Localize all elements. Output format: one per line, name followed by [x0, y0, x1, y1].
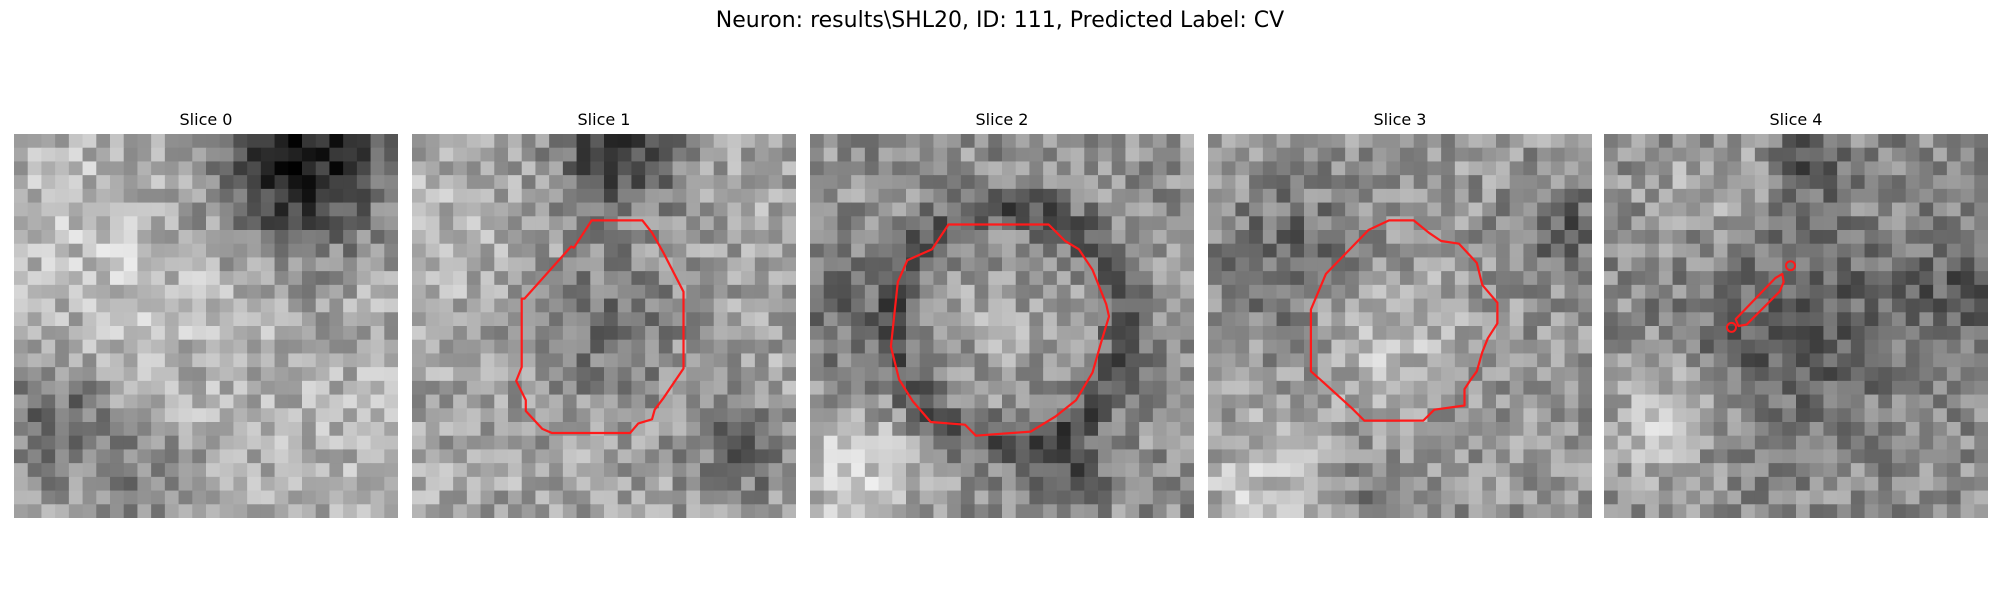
segmentation-contour-dot	[1785, 260, 1796, 272]
slice-title-4: Slice 4	[1769, 110, 1823, 129]
slice-image-4	[1604, 134, 1988, 518]
slice-panel-1: Slice 1	[412, 110, 796, 518]
slice-panel-2: Slice 2	[810, 110, 1194, 518]
slice-title-3: Slice 3	[1373, 110, 1427, 129]
figure-title: Neuron: results\SHL20, ID: 111, Predicte…	[715, 8, 1285, 33]
segmentation-contour-dot	[1726, 321, 1737, 333]
slice-panel-0: Slice 0	[14, 110, 398, 518]
slice-image-0	[14, 134, 398, 518]
segmentation-contour	[1734, 272, 1785, 328]
slice-title-0: Slice 0	[179, 110, 233, 129]
segmentation-contour	[889, 223, 1111, 437]
slice-panel-4: Slice 4	[1604, 110, 1988, 518]
slice-image-1	[412, 134, 796, 518]
slice-title-2: Slice 2	[975, 110, 1029, 129]
segmentation-contour	[1309, 219, 1499, 422]
slice-image-2	[810, 134, 1194, 518]
segmentation-contour	[515, 219, 685, 435]
slice-title-1: Slice 1	[577, 110, 631, 129]
slice-image-3	[1208, 134, 1592, 518]
slice-panel-3: Slice 3	[1208, 110, 1592, 518]
